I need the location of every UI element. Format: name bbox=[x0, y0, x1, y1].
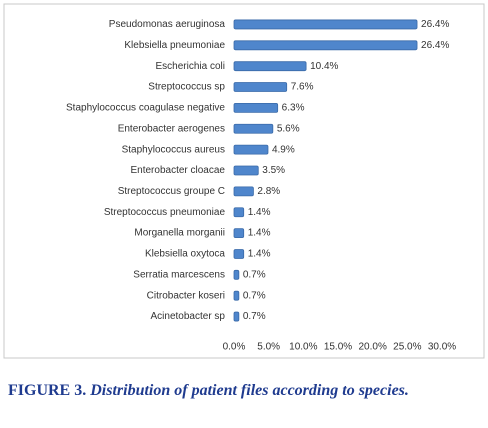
value-label: 2.8% bbox=[257, 186, 280, 197]
bar bbox=[233, 269, 240, 280]
bar bbox=[233, 82, 288, 92]
bar bbox=[233, 144, 269, 155]
figure-caption: FIGURE 3. Distribution of patient files … bbox=[8, 381, 480, 401]
y-tick-label: Streptococcus pneumoniae bbox=[104, 207, 226, 218]
bar bbox=[233, 61, 307, 72]
x-tick-label: 15.0% bbox=[324, 342, 352, 353]
value-label: 3.5% bbox=[262, 165, 285, 176]
x-tick-label: 20.0% bbox=[358, 342, 386, 353]
bar bbox=[233, 103, 279, 113]
y-tick-label: Morganella morganii bbox=[134, 228, 225, 239]
value-label: 0.7% bbox=[243, 290, 266, 301]
value-label: 6.3% bbox=[282, 103, 305, 114]
caption-label: FIGURE 3. bbox=[8, 382, 87, 399]
value-label: 1.4% bbox=[248, 207, 271, 218]
bar bbox=[233, 290, 240, 301]
bar bbox=[233, 186, 254, 197]
x-tick-label: 10.0% bbox=[289, 342, 317, 353]
bar bbox=[233, 123, 274, 134]
y-tick-label: Escherichia coli bbox=[156, 61, 225, 72]
y-tick-label: Pseudomonas aeruginosa bbox=[109, 19, 226, 30]
y-tick-label: Acinetobacter sp bbox=[151, 311, 226, 322]
x-tick-label: 0.0% bbox=[223, 342, 246, 353]
value-label: 26.4% bbox=[421, 40, 449, 51]
x-tick-label: 5.0% bbox=[257, 342, 280, 353]
bar bbox=[233, 311, 240, 322]
value-label: 7.6% bbox=[291, 82, 314, 93]
bar bbox=[233, 19, 418, 30]
y-tick-label: Citrobacter koseri bbox=[147, 290, 225, 301]
value-label: 1.4% bbox=[248, 228, 271, 239]
caption-text: Distribution of patient files according … bbox=[90, 382, 409, 399]
bar bbox=[233, 165, 259, 176]
y-tick-label: Klebsiella oxytoca bbox=[145, 249, 225, 260]
y-tick-label: Streptococcus groupe C bbox=[118, 186, 225, 197]
value-label: 4.9% bbox=[272, 144, 295, 155]
value-label: 26.4% bbox=[421, 19, 449, 30]
y-tick-label: Staphylococcus coagulase negative bbox=[66, 103, 225, 114]
y-tick-label: Enterobacter cloacae bbox=[130, 165, 225, 176]
y-tick-label: Klebsiella pneumoniae bbox=[124, 40, 225, 51]
value-label: 1.4% bbox=[248, 249, 271, 260]
y-tick-label: Staphylococcus aureus bbox=[122, 144, 225, 155]
y-tick-label: Serratia marcescens bbox=[133, 269, 225, 280]
x-tick-label: 25.0% bbox=[393, 342, 421, 353]
bar bbox=[233, 228, 245, 239]
value-label: 0.7% bbox=[243, 311, 266, 322]
bar bbox=[233, 207, 245, 218]
bar bbox=[233, 249, 245, 259]
chart-frame bbox=[3, 3, 485, 359]
y-tick-label: Enterobacter aerogenes bbox=[118, 123, 225, 134]
x-tick-label: 30.0% bbox=[428, 342, 456, 353]
bar bbox=[233, 40, 418, 51]
y-tick-label: Streptococcus sp bbox=[148, 82, 225, 93]
value-label: 5.6% bbox=[277, 123, 300, 134]
value-label: 0.7% bbox=[243, 269, 266, 280]
chart: 0.0% 5.0% 10.0% 15.0% 20.0% 25.0% 30.0% Pseudom… bbox=[3, 3, 485, 359]
value-label: 10.4% bbox=[310, 61, 338, 72]
